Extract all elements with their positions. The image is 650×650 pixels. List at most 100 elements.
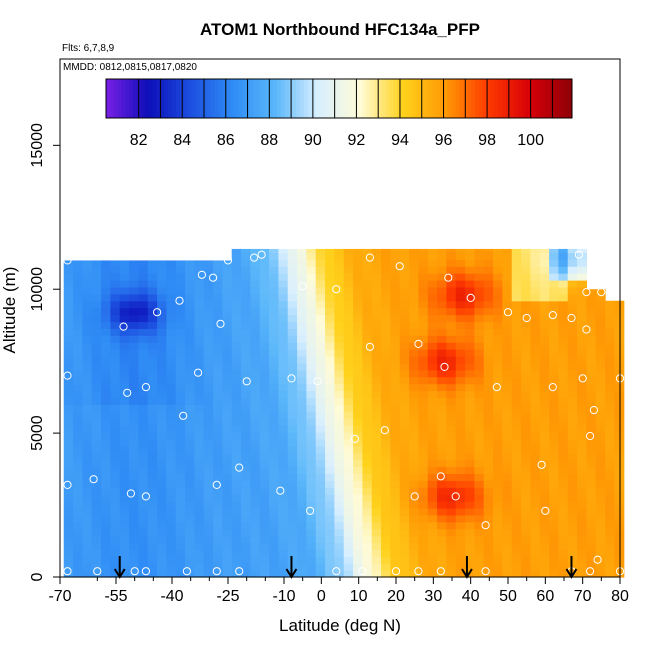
heat-cell [259,355,270,364]
heat-cell [166,535,177,544]
sample-point [126,489,135,498]
heat-cell [437,248,447,253]
heat-cell [166,293,177,302]
heat-cell [241,328,251,336]
heat-cell [63,480,74,488]
heat-cell [222,335,233,343]
heat-cell [521,459,531,468]
heat-cell [586,501,597,509]
heat-cell [185,376,195,385]
heat-cell [353,473,363,481]
heat-cell [73,307,83,316]
heat-cell [213,487,223,495]
heat-cell [399,528,410,537]
heat-cell [465,528,475,537]
heat-cell [353,425,363,433]
heat-cell [614,300,625,309]
heat-cell [175,473,186,481]
heat-cell [474,466,485,474]
heat-cell [446,259,457,267]
heat-cell [287,355,298,364]
colorbar-swatch [234,79,239,118]
heat-cell [175,501,186,509]
heat-cell [334,314,345,323]
heat-cell [343,466,354,474]
heat-cell [455,383,466,392]
heat-cell [250,556,261,564]
heat-cell [605,369,615,378]
heat-cell [558,425,569,433]
heat-cell [427,293,438,302]
heat-cell [82,260,93,267]
colorbar-swatch [269,79,274,118]
sample-point [63,371,72,380]
heat-cell [82,349,93,357]
heat-cell [605,480,615,488]
heat-cell [315,383,326,392]
heat-cell [558,293,569,302]
heat-cell [82,300,93,309]
heat-cell [110,362,121,371]
heat-cell [521,431,531,440]
heat-cell [446,563,457,571]
heat-cell [446,535,457,544]
heat-cell [194,300,205,309]
heat-cell [278,321,289,329]
heat-cell [390,397,401,405]
heat-cell [306,473,317,481]
heat-cell [334,252,345,260]
heat-cell [194,266,205,274]
heat-cell [371,563,382,571]
heat-cell [194,542,205,550]
heat-cell [530,556,541,564]
heat-cell [521,390,531,399]
heat-cell [483,431,494,440]
heat-cell [605,397,615,405]
heat-cell [418,349,429,357]
heat-cell [278,349,289,357]
heat-cell [269,452,279,461]
heat-cell [474,521,485,530]
heat-cell [334,397,345,405]
heat-cell [381,307,391,316]
heat-cell [595,418,606,426]
heat-cell [297,480,307,488]
heat-cell [409,314,419,323]
heat-cell [101,473,111,481]
heat-cell [614,528,625,537]
heat-cell [315,542,326,550]
heat-cell [278,307,289,316]
heat-cell [567,369,578,378]
heat-cell [539,556,550,564]
heat-cell [511,452,522,461]
heat-cell [185,355,195,364]
colorbar-swatch [183,79,189,118]
heat-cell [315,459,326,468]
heat-cell [175,549,186,557]
sample-point [216,319,225,328]
heat-cell [297,452,307,461]
heat-cell [213,514,223,523]
heat-cell [502,563,513,571]
heat-cell [259,383,270,392]
heat-cell [82,355,93,364]
heat-cell [250,259,261,267]
heat-cell [549,286,559,295]
heat-cell [390,362,401,371]
heat-cell [353,335,363,343]
heat-cell [558,369,569,378]
heat-cell [241,563,251,571]
heat-cell [511,307,522,316]
heat-cell [129,349,139,357]
heat-cell [455,445,466,454]
heat-cell [147,286,158,295]
heat-cell [418,494,429,502]
heat-cell [166,521,177,530]
heat-cell [502,342,513,350]
heat-cell [334,355,345,364]
heat-cell [343,383,354,392]
sample-point [582,325,591,334]
heat-cell [577,404,587,412]
heat-cell [147,425,158,433]
heat-cell [465,480,475,488]
